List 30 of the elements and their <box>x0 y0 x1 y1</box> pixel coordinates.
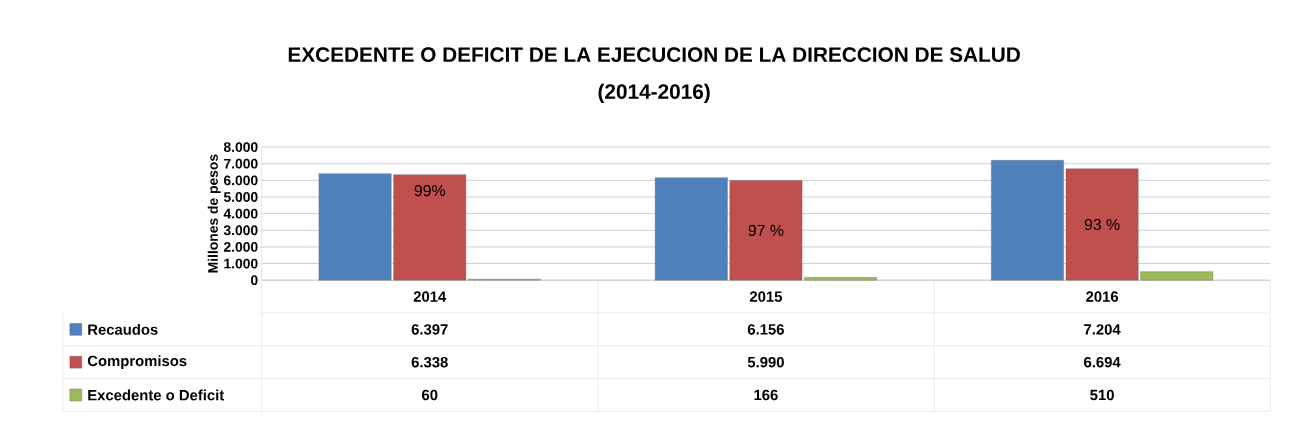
y-tick-label: 0 <box>250 275 258 285</box>
data-label: 6.338 <box>411 356 448 368</box>
data-label: 6.156 <box>747 324 784 335</box>
annotation: 93 % <box>1084 218 1120 230</box>
chart-title: EXCEDENTE O DEFICIT DE LA EJECUCION DE LA DIRECCION DE SALUD <box>288 47 1020 62</box>
y-tick-label: 2.000 <box>223 241 258 252</box>
data-label: 60 <box>422 389 438 401</box>
y-axis-title: Millones de pesos <box>207 154 221 273</box>
data-label: 6.694 <box>1084 356 1121 368</box>
annotation: 99% <box>414 184 446 197</box>
x-tick-label: 2014 <box>413 291 447 302</box>
y-tick-label: 1.000 <box>224 258 258 269</box>
y-tick-label: 3.000 <box>223 225 258 236</box>
y-tick-label: 7.000 <box>224 158 258 169</box>
data-label: 510 <box>1090 389 1114 401</box>
y-tick-label: 4.000 <box>223 208 258 219</box>
chart-subtitle: (2014-2016) <box>598 83 710 103</box>
data-label: 166 <box>754 389 778 401</box>
legend-label: Compromisos <box>87 355 187 369</box>
x-tick-label: 2016 <box>1086 291 1119 302</box>
x-tick-label: 2015 <box>749 291 783 302</box>
annotation: 97 % <box>748 224 784 236</box>
y-tick-label: 6.000 <box>223 175 258 186</box>
y-tick-label: 5.000 <box>223 191 258 202</box>
legend-label: Excedente o Deficit <box>88 389 225 401</box>
data-label: 5.990 <box>747 356 784 368</box>
data-label: 7.204 <box>1084 324 1121 335</box>
data-label: 6.397 <box>411 323 448 335</box>
legend-label: Recaudos <box>88 323 158 335</box>
y-tick-label: 8.000 <box>223 142 258 152</box>
